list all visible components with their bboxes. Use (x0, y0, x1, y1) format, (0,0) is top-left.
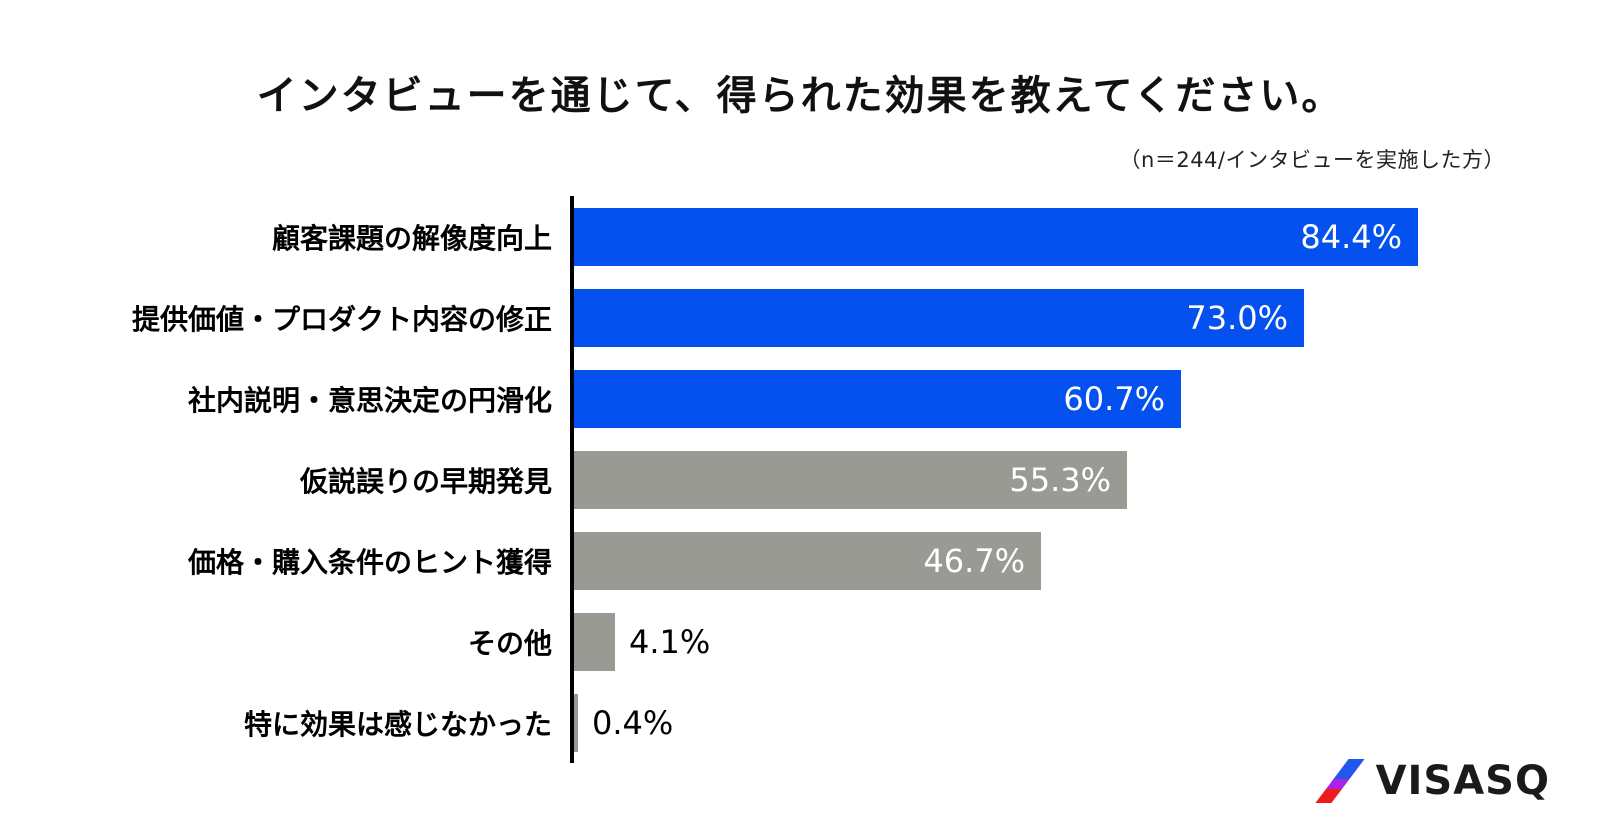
category-label: 社内説明・意思決定の円滑化 (187, 383, 552, 417)
category-label: 提供価値・プロダクト内容の修正 (131, 302, 552, 336)
category-label: 仮説誤りの早期発見 (299, 464, 552, 498)
bar-track: 84.4% (570, 196, 1600, 277)
bar (574, 612, 615, 671)
bar: 55.3% (574, 450, 1127, 509)
bar-track: 4.1% (570, 601, 1600, 682)
visasq-slash-icon (1314, 759, 1365, 803)
bar: 84.4% (574, 207, 1418, 266)
bar: 73.0% (574, 288, 1304, 347)
bar-track: 46.7% (570, 520, 1600, 601)
value-label: 0.4% (592, 703, 674, 742)
value-label: 46.7% (923, 541, 1025, 580)
value-label: 55.3% (1009, 460, 1111, 499)
category-label: 価格・購入条件のヒント獲得 (187, 545, 552, 579)
bar-track: 55.3% (570, 439, 1600, 520)
chart-row: 価格・購入条件のヒント獲得 46.7% (0, 520, 1600, 601)
visasq-logo-text: VISASQ (1375, 758, 1550, 804)
chart-row: 社内説明・意思決定の円滑化 60.7% (0, 358, 1600, 439)
chart-row: その他 4.1% (0, 601, 1600, 682)
chart-row: 仮説誤りの早期発見 55.3% (0, 439, 1600, 520)
bar (574, 693, 578, 752)
category-label: 特に効果は感じなかった (243, 707, 552, 741)
chart-row: 特に効果は感じなかった 0.4% (0, 682, 1600, 763)
visasq-logo: VISASQ (1314, 758, 1550, 804)
chart-title: インタビューを通じて、得られた効果を教えてください。 (256, 73, 1344, 119)
value-label: 4.1% (629, 622, 711, 661)
bar-track: 0.4% (570, 682, 1600, 763)
value-label: 60.7% (1063, 379, 1165, 418)
sample-size-note: （n＝244/インタビューを実施した方） (1119, 148, 1505, 172)
category-label: その他 (467, 626, 552, 660)
bar: 60.7% (574, 369, 1181, 428)
chart-row: 顧客課題の解像度向上 84.4% (0, 196, 1600, 277)
bar: 46.7% (574, 531, 1041, 590)
bar-chart: 顧客課題の解像度向上 84.4% 提供価値・プロダクト内容の修正 73.0% 社内説明・… (0, 196, 1600, 763)
value-label: 84.4% (1300, 217, 1402, 256)
value-label: 73.0% (1186, 298, 1288, 337)
bar-track: 60.7% (570, 358, 1600, 439)
category-label: 顧客課題の解像度向上 (271, 221, 552, 255)
bar-track: 73.0% (570, 277, 1600, 358)
chart-row: 提供価値・プロダクト内容の修正 73.0% (0, 277, 1600, 358)
